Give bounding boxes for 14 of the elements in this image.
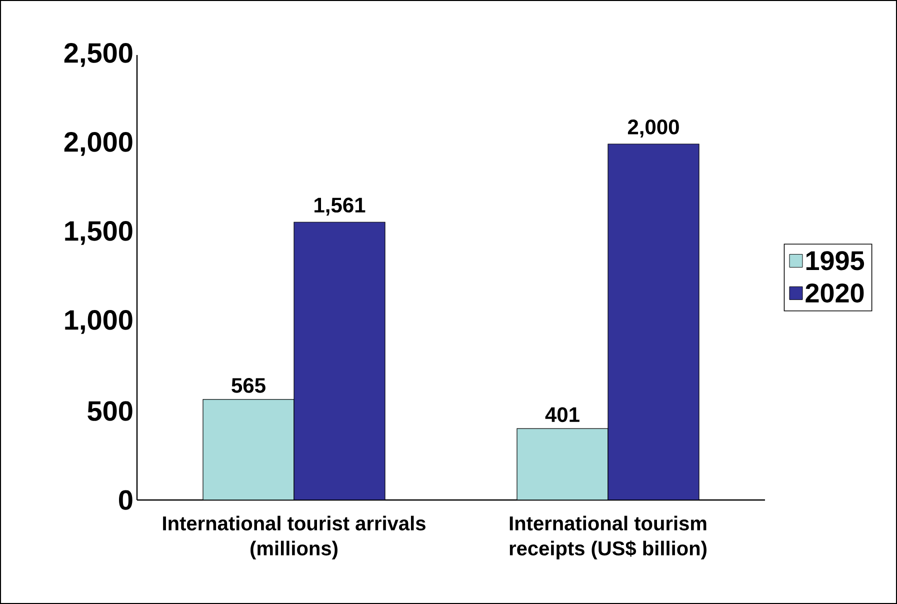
y-tick-label: 2,500 [64, 43, 132, 67]
x-tick-label: International tourist arrivals (millions) [163, 516, 426, 560]
data-label: 2,000 [628, 120, 679, 138]
data-label: 1,561 [314, 198, 366, 216]
legend-label: 1995 [806, 251, 864, 270]
y-tick-label: 2,000 [64, 132, 132, 156]
data-label: 565 [232, 378, 266, 393]
data-label: 401 [545, 407, 580, 422]
y-tick-label: 500 [88, 401, 132, 421]
y-tick-label: 1,000 [65, 310, 132, 334]
legend-label: 2020 [806, 283, 864, 303]
x-tick-label: International tourism receipts (US$ billion) [510, 516, 706, 560]
y-tick-label: 0 [119, 490, 132, 510]
y-tick-label: 1,500 [65, 221, 132, 245]
